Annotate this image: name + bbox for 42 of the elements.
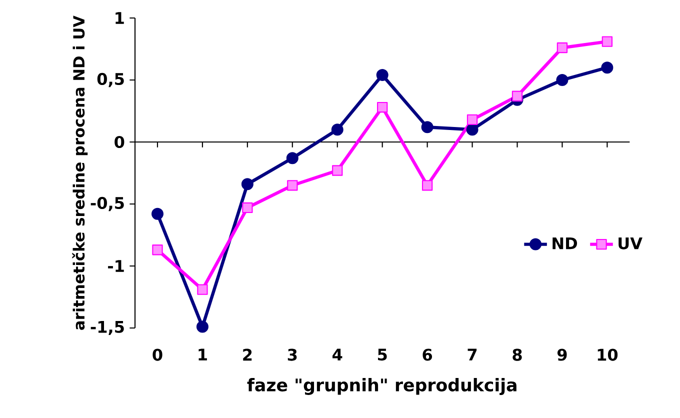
y-tick-label: 0: [114, 136, 124, 148]
x-tick-label: 0: [152, 348, 162, 361]
point: [242, 202, 253, 214]
point: [152, 244, 163, 256]
y-tick-label: 0,5: [97, 72, 124, 88]
x-axis-title: faze "grupnih" reprodukcija: [247, 378, 516, 395]
x-tick-label: 6: [422, 348, 432, 361]
point: [422, 180, 433, 191]
point: [332, 165, 343, 176]
x-tick-label: 7: [468, 348, 477, 360]
point: [556, 74, 568, 86]
point: [196, 320, 208, 333]
y-tick-label: -1: [108, 260, 124, 272]
x-tick-label: 2: [243, 348, 252, 361]
point: [287, 180, 298, 191]
point: [602, 36, 613, 47]
x-tick-label: 9: [557, 348, 567, 361]
point: [286, 152, 298, 164]
x-tick-label: 3: [288, 348, 297, 361]
legend-label: UV: [618, 237, 642, 250]
point: [241, 178, 254, 190]
point: [376, 69, 388, 82]
y-tick-label: 1: [116, 12, 124, 24]
point: [331, 124, 344, 136]
x-tick-label: 8: [512, 348, 522, 361]
point: [421, 121, 434, 134]
point: [556, 42, 568, 54]
y-axis-title: aritmetičke sredine procena ND i UV: [72, 16, 88, 330]
point: [466, 114, 478, 126]
point: [151, 208, 164, 220]
point: [377, 102, 388, 113]
legend-label: ND: [552, 237, 578, 250]
y-tick-label: -0,5: [90, 196, 124, 212]
x-tick-label: 4: [332, 348, 342, 360]
point: [601, 62, 614, 74]
x-tick-label: 5: [378, 348, 387, 361]
point: [512, 90, 523, 102]
x-tick-label: 10: [598, 348, 618, 361]
x-tick-label: 1: [198, 348, 207, 360]
point: [197, 284, 208, 295]
point: [466, 124, 478, 136]
y-tick-label: -1,5: [90, 321, 124, 335]
